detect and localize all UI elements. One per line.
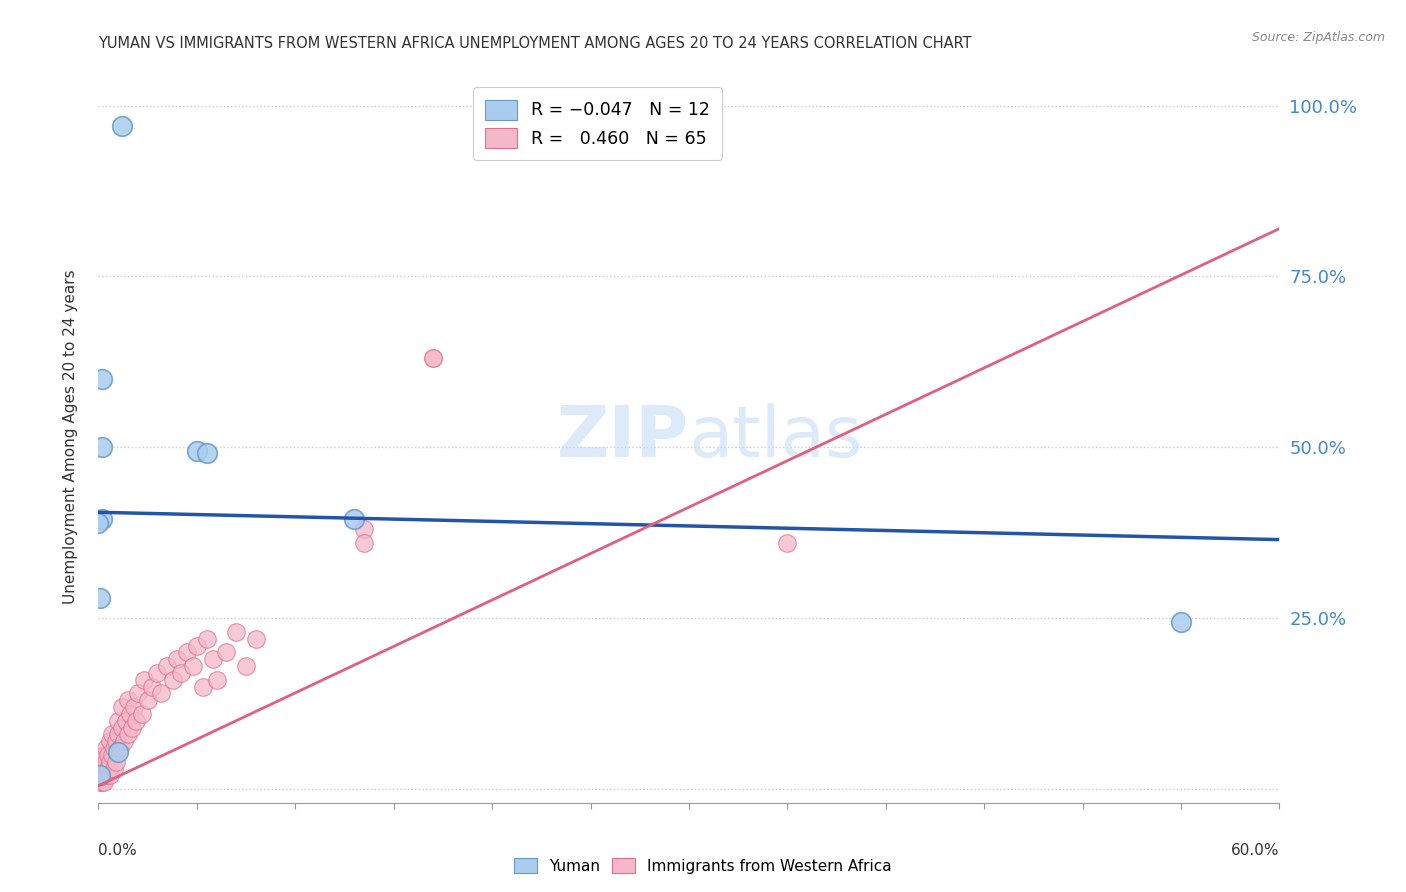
Point: [111, 721, 134, 735]
Text: 60.0%: 60.0%: [1232, 843, 1279, 858]
Point: [98, 734, 121, 748]
Point: [96, 741, 118, 756]
Point: [89, 591, 111, 605]
Point: [93, 762, 115, 776]
Point: [111, 700, 134, 714]
Point: [125, 714, 148, 728]
Point: [91, 755, 114, 769]
Point: [97, 747, 120, 762]
Point: [191, 680, 214, 694]
Point: [166, 652, 188, 666]
Point: [89, 762, 111, 776]
Point: [98, 768, 121, 782]
Point: [131, 706, 153, 721]
Text: 0.0%: 0.0%: [98, 843, 138, 858]
Legend: R = −0.047   N = 12, R =   0.460   N = 65: R = −0.047 N = 12, R = 0.460 N = 65: [474, 87, 721, 161]
Point: [108, 741, 131, 756]
Y-axis label: Unemployment Among Ages 20 to 24 years: Unemployment Among Ages 20 to 24 years: [63, 269, 77, 605]
Point: [103, 741, 125, 756]
Point: [96, 768, 118, 782]
Point: [141, 680, 163, 694]
Point: [136, 693, 159, 707]
Point: [353, 522, 375, 536]
Text: atlas: atlas: [689, 402, 863, 472]
Point: [117, 693, 139, 707]
Text: YUMAN VS IMMIGRANTS FROM WESTERN AFRICA UNEMPLOYMENT AMONG AGES 20 TO 24 YEARS C: YUMAN VS IMMIGRANTS FROM WESTERN AFRICA …: [98, 36, 972, 51]
Text: ZIP: ZIP: [557, 402, 689, 472]
Point: [170, 665, 193, 680]
Point: [115, 714, 138, 728]
Point: [117, 727, 139, 741]
Point: [105, 755, 128, 769]
Point: [105, 734, 128, 748]
Point: [201, 652, 224, 666]
Point: [91, 372, 114, 386]
Point: [176, 645, 198, 659]
Point: [93, 775, 115, 789]
Point: [101, 727, 124, 741]
Point: [121, 721, 143, 735]
Point: [91, 768, 114, 782]
Point: [422, 351, 444, 366]
Point: [156, 659, 179, 673]
Point: [89, 775, 111, 789]
Point: [93, 768, 115, 782]
Point: [127, 686, 149, 700]
Point: [343, 512, 366, 526]
Text: Source: ZipAtlas.com: Source: ZipAtlas.com: [1251, 31, 1385, 45]
Point: [98, 755, 121, 769]
Point: [87, 516, 110, 530]
Point: [215, 645, 238, 659]
Point: [150, 686, 173, 700]
Legend: Yuman, Immigrants from Western Africa: Yuman, Immigrants from Western Africa: [508, 852, 898, 880]
Point: [89, 768, 111, 782]
Point: [225, 624, 247, 639]
Point: [107, 714, 129, 728]
Point: [146, 665, 169, 680]
Point: [107, 745, 129, 759]
Point: [111, 119, 134, 133]
Point: [91, 440, 114, 454]
Point: [122, 700, 145, 714]
Point: [235, 659, 257, 673]
Point: [103, 762, 125, 776]
Point: [162, 673, 184, 687]
Point: [186, 639, 208, 653]
Point: [776, 536, 799, 550]
Point: [132, 673, 155, 687]
Point: [107, 727, 129, 741]
Point: [91, 775, 114, 789]
Point: [96, 755, 118, 769]
Point: [195, 446, 218, 460]
Point: [245, 632, 267, 646]
Point: [181, 659, 204, 673]
Point: [118, 706, 141, 721]
Point: [1170, 615, 1192, 629]
Point: [186, 443, 208, 458]
Point: [91, 512, 114, 526]
Point: [101, 747, 124, 762]
Point: [195, 632, 218, 646]
Point: [353, 536, 375, 550]
Point: [93, 747, 115, 762]
Point: [89, 768, 111, 782]
Point: [205, 673, 228, 687]
Point: [422, 351, 444, 366]
Point: [97, 762, 120, 776]
Point: [112, 734, 135, 748]
